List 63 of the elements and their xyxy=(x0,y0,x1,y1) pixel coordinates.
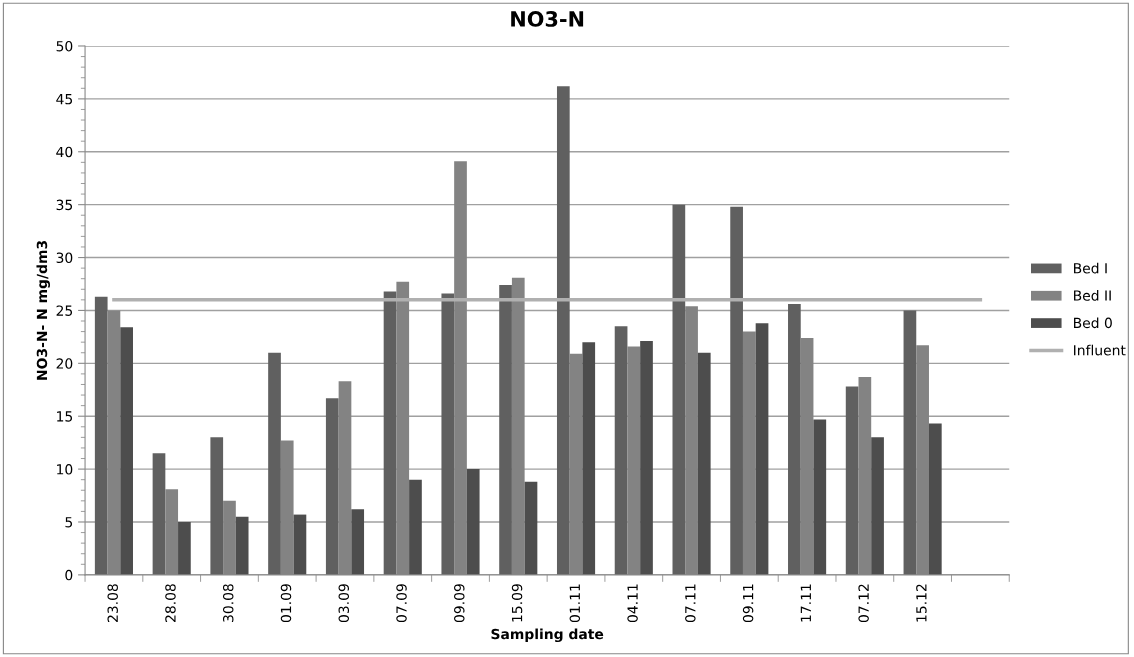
bar xyxy=(94,296,108,575)
bar xyxy=(499,285,512,575)
x-tick-label: 01.09 xyxy=(280,584,292,623)
y-tick-label: 40 xyxy=(56,146,73,158)
bar xyxy=(441,293,455,575)
y-axis-title: NO3-N- N mg/dm3 xyxy=(36,240,51,380)
legend-label: Bed 0 xyxy=(1074,317,1112,329)
bar xyxy=(178,521,191,575)
bar xyxy=(152,453,166,575)
x-axis-title: Sampling date xyxy=(491,628,604,643)
bar xyxy=(524,481,538,575)
bar xyxy=(871,437,884,575)
x-tick-label: 03.09 xyxy=(338,584,350,623)
bar xyxy=(788,304,801,575)
y-tick-label: 35 xyxy=(56,199,73,211)
bar xyxy=(235,516,249,575)
bar xyxy=(351,509,365,575)
legend-label: Influent xyxy=(1074,344,1126,356)
x-tick-label: 23.08 xyxy=(107,584,118,622)
x-tick-label: 30.08 xyxy=(222,584,234,622)
y-tick-label: 15 xyxy=(57,411,73,422)
legend-label: Bed I xyxy=(1074,262,1107,274)
x-tick-label: 07.12 xyxy=(858,584,869,623)
chart-title: NO3-N xyxy=(511,11,584,27)
x-tick-label: 28.08 xyxy=(165,584,176,622)
bar xyxy=(730,206,743,575)
bar xyxy=(325,398,339,575)
x-tick-label: 01.11 xyxy=(569,584,581,623)
x-tick-label: 07.09 xyxy=(396,584,407,623)
bar xyxy=(466,469,480,575)
bar xyxy=(614,326,628,575)
bar xyxy=(903,310,917,575)
y-tick-label: 0 xyxy=(65,569,73,581)
x-tick-label: 09.11 xyxy=(742,584,754,623)
bar xyxy=(928,423,942,575)
bar xyxy=(409,479,422,575)
bar xyxy=(293,514,307,575)
bar xyxy=(556,86,570,575)
y-tick-label: 25 xyxy=(56,305,73,316)
bar xyxy=(210,437,224,575)
bar xyxy=(672,204,686,575)
x-tick-label: 07.11 xyxy=(685,584,696,623)
bar xyxy=(268,352,281,575)
bar xyxy=(383,291,397,575)
x-tick-label: 15.12 xyxy=(916,584,927,622)
y-tick-label: 5 xyxy=(65,517,73,528)
bar xyxy=(120,327,133,575)
y-tick-label: 10 xyxy=(57,464,73,475)
bar xyxy=(697,352,711,575)
legend-label: Bed II xyxy=(1074,290,1111,301)
bar xyxy=(845,386,859,575)
bar xyxy=(813,419,827,575)
bar xyxy=(582,342,596,575)
y-tick-label: 20 xyxy=(56,358,73,369)
x-tick-label: 17.11 xyxy=(800,584,811,622)
y-tick-label: 50 xyxy=(56,40,73,52)
bar xyxy=(640,341,653,575)
y-tick-label: 45 xyxy=(56,94,73,105)
x-tick-label: 09.09 xyxy=(454,584,465,623)
bar xyxy=(755,323,769,575)
x-tick-label: 04.11 xyxy=(627,584,638,623)
y-tick-label: 30 xyxy=(56,252,73,264)
x-tick-label: 15.09 xyxy=(511,584,523,622)
